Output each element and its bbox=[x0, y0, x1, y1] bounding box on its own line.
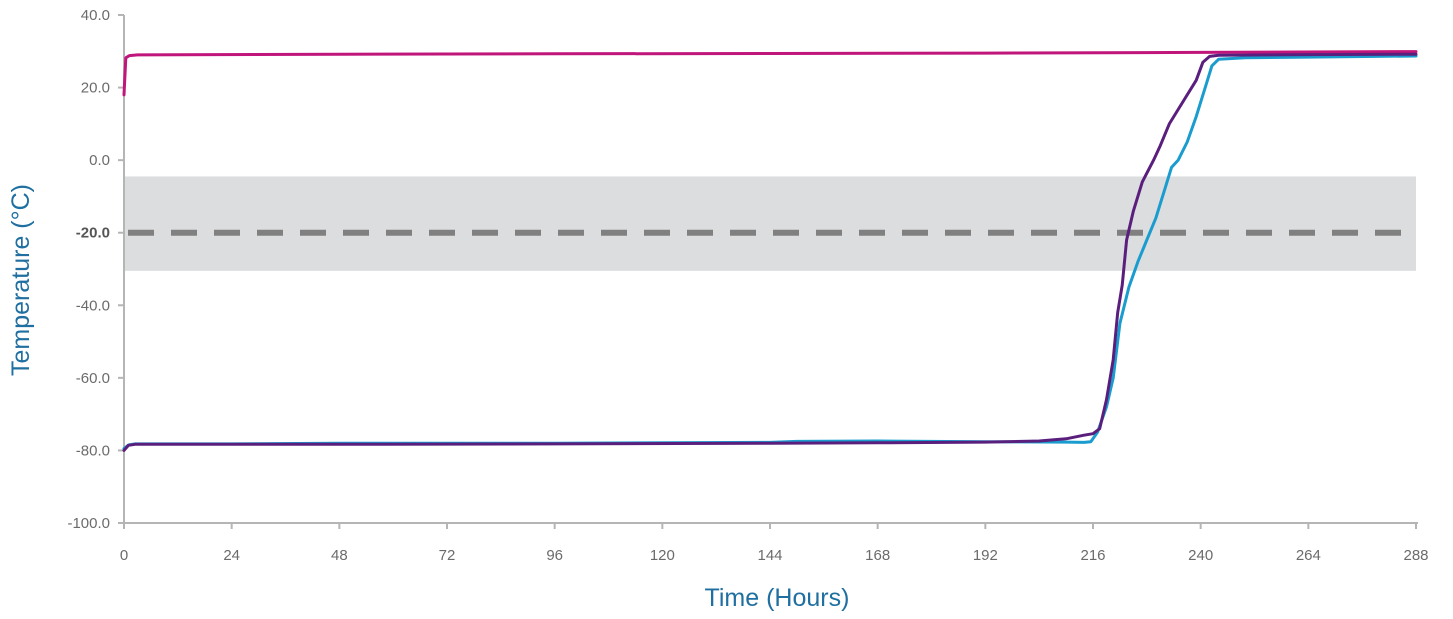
x-tick-label: 24 bbox=[223, 547, 240, 564]
tolerance-band-layer bbox=[125, 176, 1416, 271]
x-tick-label: 168 bbox=[865, 547, 890, 564]
x-tick-label: 240 bbox=[1188, 547, 1213, 564]
y-tick-label: 20.0 bbox=[81, 80, 110, 97]
axes-layer bbox=[118, 14, 1418, 529]
y-tick-label: -100.0 bbox=[67, 515, 110, 532]
y-tick-label: 40.0 bbox=[81, 7, 110, 24]
y-axis-title: Temperature (°C) bbox=[7, 184, 35, 376]
y-tick-label: -20.0 bbox=[76, 225, 110, 242]
y-tick-label: -40.0 bbox=[76, 297, 110, 314]
x-tick-label: 72 bbox=[439, 547, 456, 564]
x-tick-label: 144 bbox=[757, 547, 782, 564]
x-tick-label: 120 bbox=[650, 547, 675, 564]
tick-labels-layer: 40.0 20.0 0.0 -20.0 -40.0 -60.0 -80.0 -100.0 0 24… bbox=[67, 7, 1428, 564]
x-tick-label: 96 bbox=[546, 547, 563, 564]
y-tick-label: -80.0 bbox=[76, 442, 110, 459]
x-tick-label: 264 bbox=[1296, 547, 1321, 564]
series-line-1 bbox=[122, 50, 1418, 97]
series-layer bbox=[122, 50, 1418, 452]
x-tick-label: 48 bbox=[331, 547, 348, 564]
series-line-3 bbox=[122, 52, 1418, 452]
x-axis-title: Time (Hours) bbox=[705, 584, 850, 612]
x-tick-label: 192 bbox=[973, 547, 998, 564]
x-tick-label: 288 bbox=[1403, 547, 1428, 564]
tolerance-band bbox=[125, 176, 1416, 271]
y-tick-label: -60.0 bbox=[76, 370, 110, 387]
x-tick-label: 216 bbox=[1080, 547, 1105, 564]
y-tick-label: 0.0 bbox=[89, 152, 110, 169]
x-tick-label: 0 bbox=[120, 547, 128, 564]
